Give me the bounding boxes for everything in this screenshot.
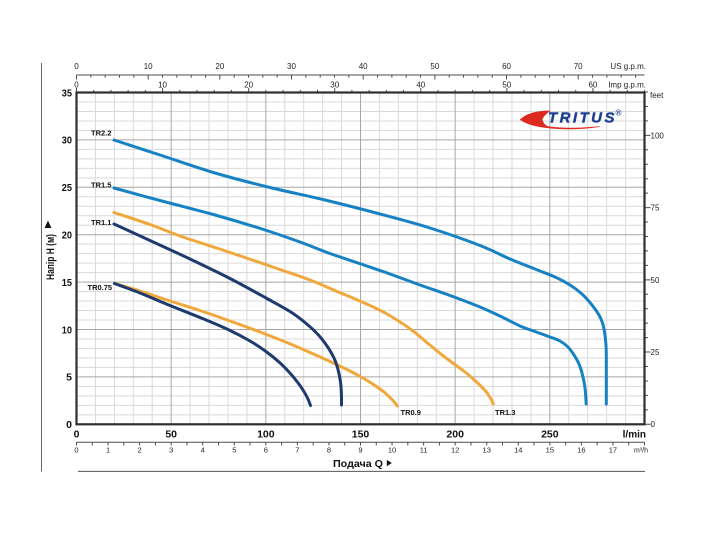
svg-text:25: 25 bbox=[62, 182, 72, 194]
svg-text:5: 5 bbox=[66, 372, 72, 384]
svg-text:0: 0 bbox=[74, 81, 79, 90]
svg-text:30: 30 bbox=[287, 62, 296, 71]
svg-text:2: 2 bbox=[138, 445, 142, 454]
svg-text:TR1.5: TR1.5 bbox=[91, 180, 111, 189]
svg-text:20: 20 bbox=[215, 62, 224, 71]
svg-text:4: 4 bbox=[201, 445, 205, 454]
svg-text:10: 10 bbox=[388, 445, 396, 454]
svg-text:5: 5 bbox=[232, 445, 236, 454]
svg-text:9: 9 bbox=[358, 445, 362, 454]
svg-text:Подача Q: Подача Q bbox=[333, 458, 383, 470]
svg-text:0: 0 bbox=[66, 419, 72, 431]
svg-text:US g.p.m.: US g.p.m. bbox=[610, 62, 646, 71]
svg-text:50: 50 bbox=[430, 62, 439, 71]
svg-text:7: 7 bbox=[295, 445, 299, 454]
svg-text:16: 16 bbox=[577, 445, 585, 454]
svg-text:TR1.1: TR1.1 bbox=[91, 218, 111, 227]
svg-text:100: 100 bbox=[257, 428, 275, 440]
svg-text:0: 0 bbox=[74, 445, 78, 454]
svg-text:m³/h: m³/h bbox=[634, 447, 648, 454]
svg-text:15: 15 bbox=[62, 277, 72, 289]
svg-text:TR2.2: TR2.2 bbox=[91, 129, 111, 138]
svg-text:75: 75 bbox=[651, 204, 660, 213]
svg-text:3: 3 bbox=[169, 445, 173, 454]
svg-text:14: 14 bbox=[514, 445, 522, 454]
svg-text:40: 40 bbox=[416, 81, 425, 90]
svg-text:TRITUS: TRITUS bbox=[548, 109, 615, 126]
svg-text:60: 60 bbox=[502, 62, 511, 71]
svg-text:8: 8 bbox=[327, 445, 331, 454]
svg-text:50: 50 bbox=[651, 276, 660, 285]
svg-text:0: 0 bbox=[74, 428, 80, 440]
svg-text:0: 0 bbox=[651, 420, 656, 429]
svg-text:10: 10 bbox=[62, 324, 72, 336]
svg-text:TR0.9: TR0.9 bbox=[401, 408, 421, 417]
svg-text:0: 0 bbox=[74, 62, 79, 71]
svg-text:l/min: l/min bbox=[623, 430, 646, 441]
svg-text:12: 12 bbox=[451, 445, 459, 454]
svg-text:25: 25 bbox=[651, 348, 660, 357]
svg-text:11: 11 bbox=[420, 445, 428, 454]
svg-text:200: 200 bbox=[446, 428, 464, 440]
svg-text:30: 30 bbox=[330, 81, 339, 90]
svg-text:17: 17 bbox=[609, 445, 617, 454]
svg-text:150: 150 bbox=[352, 428, 370, 440]
svg-text:6: 6 bbox=[264, 445, 268, 454]
svg-text:feet: feet bbox=[650, 91, 664, 100]
svg-text:1: 1 bbox=[106, 445, 110, 454]
svg-text:Imp g.p.m.: Imp g.p.m. bbox=[608, 81, 646, 90]
svg-text:50: 50 bbox=[502, 81, 511, 90]
svg-text:TR0.75: TR0.75 bbox=[88, 283, 113, 292]
svg-text:250: 250 bbox=[541, 428, 559, 440]
svg-text:®: ® bbox=[616, 109, 622, 118]
svg-text:30: 30 bbox=[62, 135, 72, 147]
svg-text:15: 15 bbox=[546, 445, 554, 454]
svg-text:50: 50 bbox=[165, 428, 177, 440]
svg-text:13: 13 bbox=[483, 445, 491, 454]
svg-text:10: 10 bbox=[158, 81, 167, 90]
svg-text:10: 10 bbox=[144, 62, 153, 71]
svg-text:20: 20 bbox=[62, 230, 72, 242]
svg-text:40: 40 bbox=[359, 62, 368, 71]
svg-text:20: 20 bbox=[244, 81, 253, 90]
svg-text:TR1.3: TR1.3 bbox=[495, 408, 515, 417]
svg-text:60: 60 bbox=[588, 81, 597, 90]
svg-text:100: 100 bbox=[651, 131, 665, 140]
svg-text:70: 70 bbox=[574, 62, 583, 71]
svg-text:Напір H (м): Напір H (м) bbox=[45, 234, 57, 280]
svg-text:35: 35 bbox=[62, 87, 72, 99]
